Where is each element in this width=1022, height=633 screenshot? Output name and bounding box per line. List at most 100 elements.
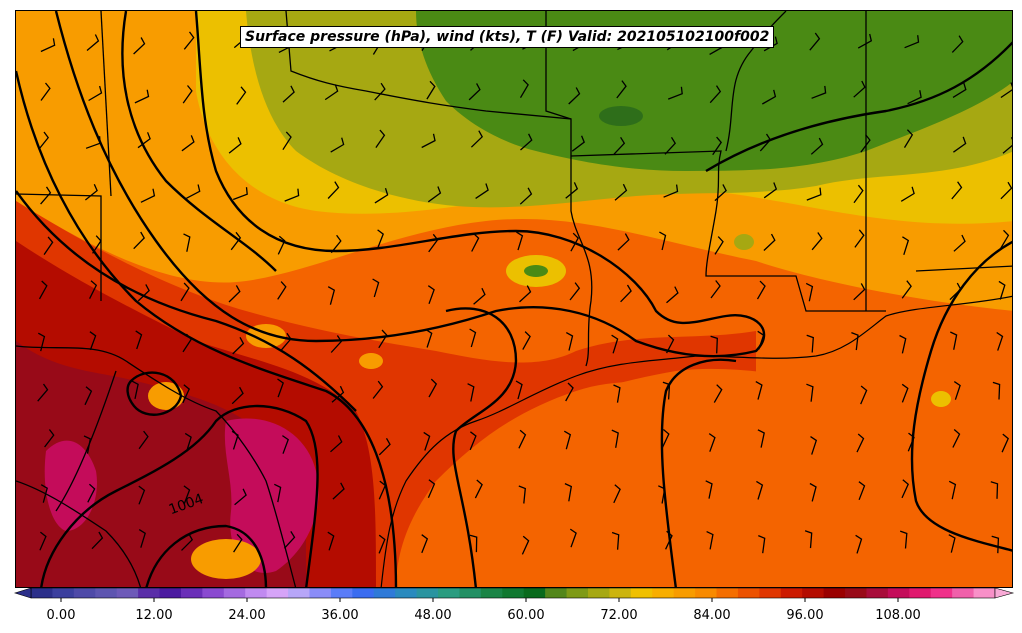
wind-barb bbox=[756, 480, 764, 500]
wind-barb bbox=[228, 285, 241, 303]
wind-barb bbox=[709, 85, 722, 104]
wind-barb bbox=[951, 181, 963, 200]
colorbar-swatch bbox=[416, 588, 439, 598]
wind-barb bbox=[763, 233, 776, 251]
wind-barb bbox=[516, 231, 524, 251]
temperature-fill-green bbox=[416, 11, 1012, 171]
wind-barb bbox=[1004, 43, 1012, 51]
wind-barb bbox=[564, 483, 573, 502]
wind-barb bbox=[948, 534, 956, 553]
wind-barb bbox=[758, 535, 766, 554]
boundary-ok-tx bbox=[285, 11, 593, 367]
colorbar-swatch bbox=[759, 588, 782, 598]
wind-barb bbox=[714, 184, 727, 202]
wind-barb bbox=[330, 137, 345, 153]
wind-barb bbox=[519, 285, 532, 303]
wind-barb bbox=[427, 285, 435, 305]
wind-barb bbox=[951, 35, 964, 53]
colorbar-swatch bbox=[673, 588, 696, 598]
wind-barb bbox=[471, 232, 480, 252]
wind-barb bbox=[809, 482, 817, 502]
wind-barb bbox=[570, 232, 580, 252]
wind-barb bbox=[907, 432, 915, 452]
wind-barb bbox=[474, 479, 483, 499]
wind-barb bbox=[138, 529, 146, 548]
wind-barbs bbox=[37, 31, 1012, 555]
wind-barb bbox=[92, 235, 102, 254]
boundary-ar-la bbox=[570, 150, 886, 312]
wind-barb bbox=[184, 432, 192, 452]
wind-barb bbox=[858, 481, 866, 501]
wind-barb bbox=[274, 483, 282, 503]
wind-barb bbox=[616, 80, 627, 99]
wind-barb bbox=[853, 283, 866, 301]
colorbar-swatch bbox=[202, 588, 225, 598]
temperature-spot-green bbox=[524, 265, 548, 277]
temperature-fill-gulf bbox=[396, 344, 1012, 587]
colorbar-swatch bbox=[973, 588, 996, 598]
temperature-spot-orange-3 bbox=[148, 382, 184, 410]
wind-barb bbox=[228, 137, 242, 154]
wind-barb bbox=[522, 331, 531, 350]
wind-barb bbox=[706, 531, 714, 550]
wind-barb bbox=[990, 481, 999, 499]
wind-barb bbox=[1001, 433, 1009, 453]
colorbar-swatch bbox=[95, 588, 118, 598]
isobar-1002 bbox=[145, 524, 268, 587]
wind-barb bbox=[805, 282, 814, 302]
wind-barb bbox=[469, 328, 477, 348]
wind-barb bbox=[992, 381, 1001, 400]
wind-barb bbox=[1000, 229, 1010, 249]
wind-barb bbox=[469, 431, 477, 451]
wind-barb bbox=[378, 480, 387, 500]
wind-barb bbox=[378, 329, 388, 349]
colorbar-swatch bbox=[288, 588, 311, 598]
wind-barb bbox=[180, 282, 190, 302]
wind-barb bbox=[40, 186, 52, 205]
wind-barb bbox=[324, 84, 339, 101]
wind-barb bbox=[565, 182, 579, 199]
boundary-mexico-state-2 bbox=[55, 370, 117, 512]
wind-barb bbox=[230, 231, 242, 251]
wind-barb bbox=[665, 530, 673, 550]
wind-barb bbox=[327, 286, 336, 305]
colorbar-swatch bbox=[866, 588, 889, 598]
wind-barb bbox=[181, 135, 195, 152]
wind-barb bbox=[232, 187, 248, 201]
wind-barb bbox=[563, 430, 572, 450]
isobar-1009 bbox=[660, 358, 737, 587]
colorbar-swatch bbox=[31, 588, 54, 598]
wind-barb bbox=[666, 334, 675, 354]
colorbar-swatch bbox=[523, 588, 546, 598]
wind-barb bbox=[617, 233, 630, 251]
wind-barb bbox=[900, 186, 915, 202]
colorbar-tick-label: 96.00 bbox=[786, 608, 824, 623]
wind-barb bbox=[611, 429, 619, 448]
wind-barb bbox=[950, 331, 958, 350]
wind-barb bbox=[855, 534, 863, 554]
temperature-spot-yellow-east bbox=[931, 391, 951, 407]
map-panel: 1004 Surface pressure (hPa), wind (kts),… bbox=[15, 10, 1013, 588]
wind-barb bbox=[138, 430, 149, 450]
wind-barb bbox=[806, 334, 814, 353]
temperature-spot-olive bbox=[734, 234, 754, 250]
wind-barb bbox=[231, 386, 244, 405]
wind-barb bbox=[421, 534, 429, 554]
wind-barb bbox=[39, 531, 47, 551]
colorbar-swatch bbox=[630, 588, 653, 598]
wind-barb bbox=[804, 530, 813, 549]
wind-barb bbox=[806, 383, 814, 402]
wind-barb bbox=[518, 485, 526, 504]
wind-barb bbox=[991, 535, 1000, 554]
colorbar-swatch bbox=[930, 588, 953, 598]
colorbar-tick-label: 60.00 bbox=[507, 608, 545, 623]
wind-barb bbox=[469, 534, 478, 553]
isobar-low-ring bbox=[126, 371, 183, 416]
isobar-1004 bbox=[40, 404, 319, 587]
temperature-field: 1004 bbox=[16, 11, 1012, 587]
wind-barb bbox=[330, 234, 342, 254]
wind-barb bbox=[137, 284, 150, 302]
colorbar-left-extend bbox=[13, 587, 32, 599]
wind-barb bbox=[475, 183, 489, 199]
colorbar-swatch bbox=[545, 588, 568, 598]
